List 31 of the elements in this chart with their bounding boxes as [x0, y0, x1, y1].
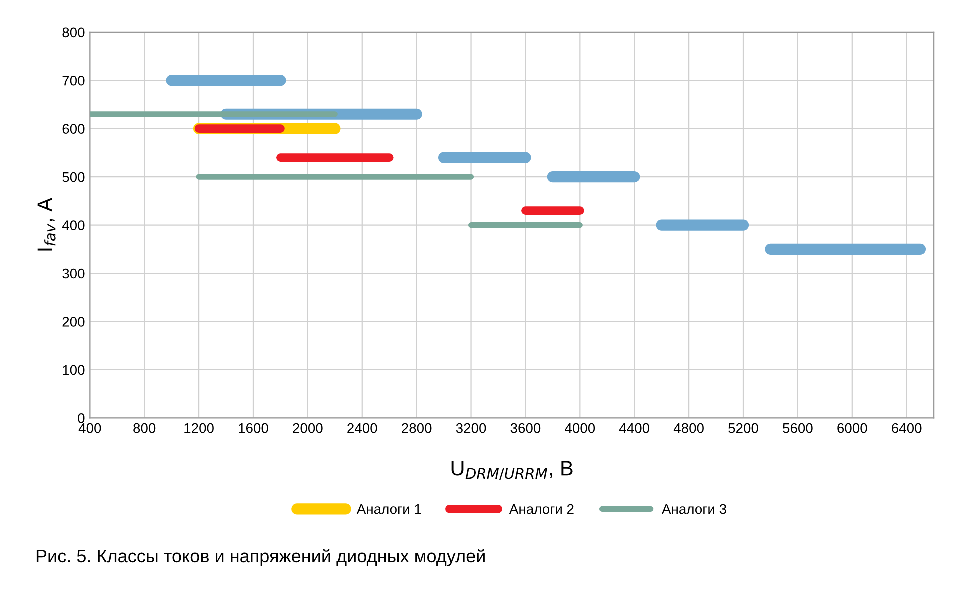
legend-label: Аналоги 2: [509, 504, 574, 514]
x-tick-label: 3600: [510, 423, 541, 434]
x-tick-label: 1600: [239, 423, 268, 434]
x-tick-label: 5600: [783, 423, 813, 434]
y-tick-label: 0: [78, 414, 85, 424]
y-tick-label: 400: [62, 220, 85, 230]
y-tick-label: 200: [62, 317, 85, 327]
x-tick-label: 4400: [619, 423, 650, 434]
x-tick-label: 3200: [456, 423, 486, 434]
x-tick-label: 6400: [892, 423, 922, 434]
y-tick-label: 600: [62, 124, 85, 134]
x-tick-label: 2000: [293, 423, 323, 434]
y-tick-label: 700: [62, 76, 85, 86]
x-tick-label: 2400: [348, 423, 378, 434]
x-tick-label: 400: [78, 423, 102, 434]
y-tick-label: 800: [62, 28, 85, 38]
y-tick-label: 300: [62, 268, 85, 279]
x-tick-label: 2800: [402, 423, 432, 434]
y-tick-label: 500: [62, 172, 85, 182]
y-axis-title: I$_{fav}$, A: [38, 198, 56, 251]
x-tick-label: 4000: [565, 423, 596, 434]
x-tick-label: 1200: [184, 423, 214, 434]
x-tick-label: 5200: [728, 423, 758, 434]
x-tick-label: 4800: [674, 423, 704, 434]
y-tick-label: 100: [63, 365, 85, 376]
legend-label: Аналоги 1: [356, 504, 422, 514]
legend-label: Аналоги 3: [662, 504, 726, 514]
x-tick-label: 800: [134, 423, 156, 434]
x-axis-title: U$_{DRM/URRM}$, В: [452, 461, 573, 480]
text: Рис. 5. Классы токов и напряжений диодных модулей: [36, 549, 485, 566]
x-tick-label: 6000: [838, 423, 868, 434]
